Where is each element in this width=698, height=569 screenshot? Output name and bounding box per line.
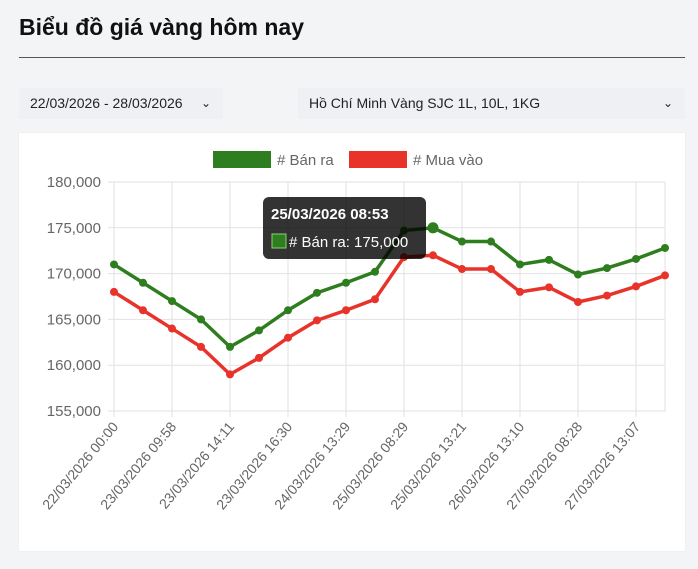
series-line bbox=[113, 253, 666, 377]
data-point[interactable] bbox=[487, 237, 495, 246]
data-point[interactable] bbox=[661, 243, 669, 252]
data-point[interactable] bbox=[342, 278, 350, 287]
y-tick-label: 175,000 bbox=[47, 220, 101, 237]
data-point[interactable] bbox=[516, 287, 524, 296]
y-tick-label: 180,000 bbox=[47, 174, 101, 191]
data-point[interactable] bbox=[661, 271, 669, 280]
data-point[interactable] bbox=[226, 370, 234, 379]
tooltip: 25/03/2026 08:53 # Bán ra: 175,000 bbox=[263, 197, 426, 259]
data-point[interactable] bbox=[284, 306, 292, 315]
product-select[interactable]: Hồ Chí Minh Vàng SJC 1L, 10L, 1KG ⌄ bbox=[298, 88, 685, 119]
data-point[interactable] bbox=[168, 297, 176, 306]
data-point[interactable] bbox=[139, 278, 147, 287]
legend-swatch[interactable] bbox=[213, 151, 271, 168]
data-point[interactable] bbox=[371, 267, 379, 276]
data-point[interactable] bbox=[342, 306, 350, 315]
data-point[interactable] bbox=[313, 288, 321, 297]
data-point[interactable] bbox=[545, 255, 553, 264]
data-point[interactable] bbox=[603, 291, 611, 300]
data-point[interactable] bbox=[487, 265, 495, 274]
data-point[interactable] bbox=[226, 342, 234, 351]
page-title: Biểu đồ giá vàng hôm nay bbox=[19, 14, 304, 40]
data-point[interactable] bbox=[371, 295, 379, 304]
data-point[interactable] bbox=[197, 315, 205, 324]
data-point[interactable] bbox=[632, 282, 640, 291]
divider bbox=[19, 57, 685, 58]
data-point[interactable] bbox=[603, 264, 611, 273]
data-point[interactable] bbox=[429, 251, 437, 260]
data-point[interactable] bbox=[427, 222, 439, 234]
date-range-select[interactable]: 22/03/2026 - 28/03/2026 ⌄ bbox=[19, 88, 223, 119]
data-point[interactable] bbox=[255, 326, 263, 335]
legend-label[interactable]: # Mua vào bbox=[413, 152, 483, 169]
y-tick-label: 160,000 bbox=[47, 357, 101, 374]
y-tick-label: 155,000 bbox=[47, 403, 101, 420]
data-point[interactable] bbox=[574, 297, 582, 306]
tooltip-box bbox=[263, 197, 426, 259]
tooltip-label: # Bán ra: 175,000 bbox=[289, 234, 408, 251]
data-point[interactable] bbox=[458, 265, 466, 274]
data-point[interactable] bbox=[458, 237, 466, 246]
data-point[interactable] bbox=[545, 283, 553, 292]
data-point[interactable] bbox=[313, 316, 321, 325]
data-point[interactable] bbox=[284, 333, 292, 342]
date-range-value: 22/03/2026 - 28/03/2026 bbox=[30, 95, 183, 111]
legend-swatch[interactable] bbox=[349, 151, 407, 168]
tooltip-title: 25/03/2026 08:53 bbox=[271, 206, 389, 223]
chevron-down-icon: ⌄ bbox=[200, 96, 211, 110]
data-point[interactable] bbox=[632, 254, 640, 263]
data-point[interactable] bbox=[574, 270, 582, 279]
data-point[interactable] bbox=[110, 287, 118, 296]
data-point[interactable] bbox=[516, 260, 524, 269]
data-point[interactable] bbox=[255, 353, 263, 362]
data-point[interactable] bbox=[139, 306, 147, 315]
data-point[interactable] bbox=[197, 342, 205, 351]
legend-label[interactable]: # Bán ra bbox=[277, 152, 334, 169]
chevron-down-icon: ⌄ bbox=[662, 96, 673, 110]
data-point[interactable] bbox=[168, 324, 176, 333]
tooltip-swatch bbox=[271, 233, 287, 249]
data-point[interactable] bbox=[110, 260, 118, 269]
product-value: Hồ Chí Minh Vàng SJC 1L, 10L, 1KG bbox=[309, 95, 541, 111]
y-tick-label: 165,000 bbox=[47, 311, 101, 328]
y-tick-label: 170,000 bbox=[47, 266, 101, 283]
